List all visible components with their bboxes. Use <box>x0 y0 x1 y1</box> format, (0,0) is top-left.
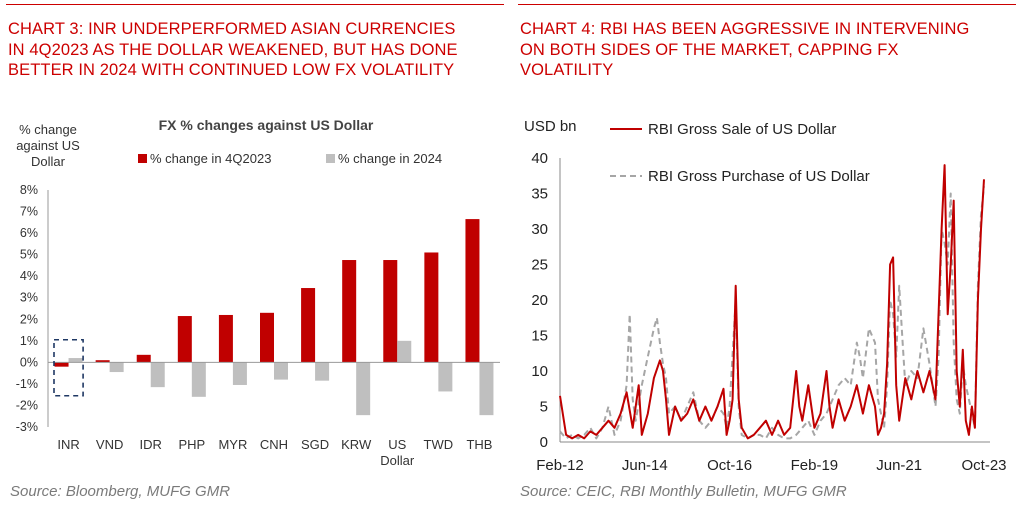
bar <box>465 219 480 363</box>
y-tick-label: 10 <box>531 363 548 380</box>
x-tick-label: Jun-21 <box>876 457 922 474</box>
y-tick-label: -2% <box>16 398 38 412</box>
y-tick-label: 1% <box>20 334 38 348</box>
legend-label: % change in 2024 <box>338 151 442 166</box>
bar <box>315 362 330 381</box>
bar <box>95 360 110 363</box>
legend-swatch <box>138 154 147 163</box>
chart-4-heading-line: ON BOTH SIDES OF THE MARKET, CAPPING FX <box>520 40 899 59</box>
x-tick-label: Feb-12 <box>536 457 584 474</box>
bar <box>177 316 192 363</box>
bar <box>150 362 165 388</box>
x-tick-label: Dollar <box>380 453 415 468</box>
inr-highlight-box <box>53 338 84 397</box>
y-axis-label: USD bn <box>524 118 577 135</box>
bar <box>342 260 357 363</box>
y-axis-label: Dollar <box>31 154 66 169</box>
y-axis-label: against US <box>16 138 80 153</box>
bar <box>191 362 206 397</box>
y-tick-label: 5% <box>20 248 38 262</box>
y-tick-label: 35 <box>531 186 548 203</box>
x-tick-label: Jun-14 <box>622 457 668 474</box>
x-tick-label: SGD <box>301 437 329 452</box>
x-tick-label: KRW <box>341 437 372 452</box>
y-tick-label: 4% <box>20 269 38 283</box>
y-tick-label: 2% <box>20 312 38 326</box>
bar <box>260 312 274 363</box>
chart-3-heading-line: IN 4Q2023 AS THE DOLLAR WEAKENED, BUT HA… <box>8 40 458 59</box>
bar <box>68 358 83 363</box>
x-tick-label: IDR <box>140 437 162 452</box>
y-tick-label: 0 <box>540 434 548 451</box>
bar <box>109 362 124 373</box>
bar <box>232 362 247 385</box>
legend-label: % change in 4Q2023 <box>150 151 271 166</box>
y-tick-label: 15 <box>531 328 548 345</box>
x-tick-label: PHP <box>178 437 205 452</box>
x-tick-label: Feb-19 <box>791 457 839 474</box>
x-tick-label: THB <box>466 437 492 452</box>
bar <box>301 288 316 363</box>
y-tick-label: 8% <box>20 183 38 197</box>
right-header-rule <box>518 4 1016 5</box>
sale-series-line <box>559 164 985 440</box>
chart-3-heading-line: BETTER IN 2024 WITH CONTINUED LOW FX VOL… <box>8 61 455 79</box>
chart-title: FX % changes against US Dollar <box>159 117 374 133</box>
y-axis-label: % change <box>19 122 77 137</box>
y-tick-label: -3% <box>16 420 38 434</box>
chart-4-heading-line: CHART 4: RBI HAS BEEN AGGRESSIVE IN INTE… <box>520 20 970 38</box>
x-tick-label: Oct-16 <box>707 457 752 474</box>
bar <box>438 362 453 392</box>
bar <box>356 362 371 416</box>
bar <box>136 354 151 363</box>
y-tick-label: 5 <box>540 399 548 416</box>
left-header-rule <box>6 4 504 5</box>
bar <box>397 340 412 363</box>
chart-4-heading: CHART 4: RBI HAS BEEN AGGRESSIVE IN INTE… <box>520 19 1018 81</box>
y-tick-label: 40 <box>531 150 548 167</box>
chart-4-source: Source: CEIC, RBI Monthly Bulletin, MUFG… <box>520 483 847 500</box>
y-tick-label: 25 <box>531 257 548 274</box>
chart-3-heading: CHART 3: INR UNDERPERFORMED ASIAN CURREN… <box>8 19 508 81</box>
y-tick-label: 30 <box>531 221 548 238</box>
x-tick-label: US <box>388 437 406 452</box>
y-tick-label: -1% <box>16 377 38 391</box>
y-tick-label: 20 <box>531 292 548 309</box>
x-tick-label: INR <box>57 437 79 452</box>
y-tick-label: 3% <box>20 291 38 305</box>
y-tick-label: 6% <box>20 226 38 240</box>
chart-4-heading-line: VOLATILITY <box>520 61 614 79</box>
bar <box>479 362 494 416</box>
chart-3-source: Source: Bloomberg, MUFG GMR <box>10 483 231 500</box>
x-tick-label: Oct-23 <box>961 457 1006 474</box>
x-tick-label: VND <box>96 437 123 452</box>
bar <box>424 252 439 363</box>
bar <box>54 362 69 367</box>
x-tick-label: TWD <box>424 437 454 452</box>
rbi-intervention-line-chart: USD bn 0 5 10 15 20 25 30 35 40 Feb-12 Jun-14 Oct-16… <box>524 118 1007 474</box>
bar <box>383 260 398 363</box>
purchase-series-line <box>559 186 985 440</box>
legend-swatch <box>326 154 335 163</box>
x-tick-label: MYR <box>218 437 247 452</box>
legend-label: RBI Gross Purchase of US Dollar <box>648 168 870 185</box>
bar <box>218 314 233 363</box>
y-tick-label: 7% <box>20 205 38 219</box>
bar <box>274 362 288 380</box>
legend-label: RBI Gross Sale of US Dollar <box>648 121 836 138</box>
chart-3-heading-line: CHART 3: INR UNDERPERFORMED ASIAN CURREN… <box>8 20 456 38</box>
y-tick-label: 0% <box>20 355 38 369</box>
x-tick-label: CNH <box>260 437 288 452</box>
